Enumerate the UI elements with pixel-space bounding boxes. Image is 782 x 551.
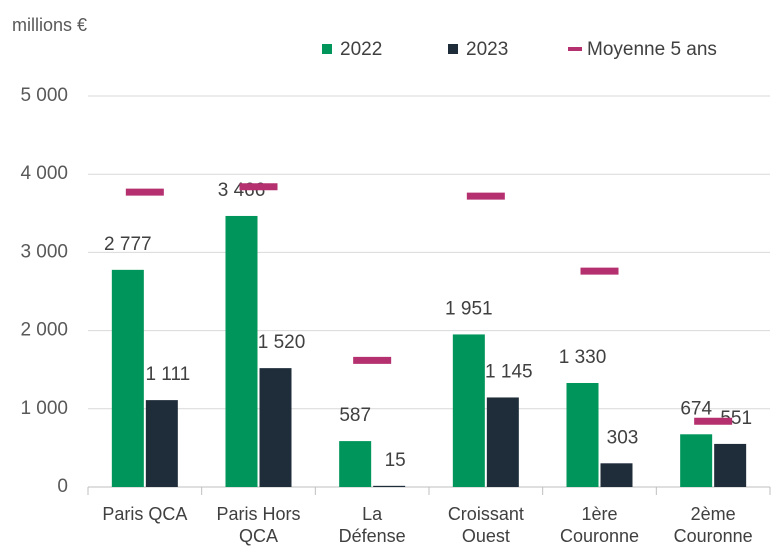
data-label: 1 111: [145, 364, 190, 385]
legend-label: 2023: [466, 39, 508, 60]
y-tick-label: 5 000: [20, 85, 68, 106]
x-tick-label: 1ère Couronne: [559, 504, 640, 546]
bar: [600, 463, 633, 487]
x-tick-label: Paris Hors QCA: [216, 504, 301, 546]
x-tick-label: Paris QCA: [102, 504, 188, 524]
legend-swatch: [322, 44, 332, 54]
y-tick-label: 2 000: [20, 320, 68, 341]
bar: [486, 397, 519, 487]
x-tick-label: 2ème Couronne: [673, 504, 753, 546]
data-label: 1 520: [258, 332, 306, 353]
bar: [259, 368, 292, 487]
y-tick-label: 4 000: [20, 163, 68, 184]
bar: [145, 400, 178, 487]
bar: [566, 382, 599, 487]
bar: [452, 334, 485, 487]
data-label: 15: [385, 450, 406, 471]
y-axis-unit: millions €: [12, 15, 87, 35]
legend-label: 2022: [340, 39, 382, 60]
data-label: 674: [680, 398, 712, 419]
data-label: 1 951: [445, 298, 493, 319]
data-label: 587: [339, 405, 371, 426]
bar: [373, 485, 406, 487]
bar: [339, 441, 372, 487]
legend-swatch: [448, 44, 458, 54]
y-tick-label: 0: [57, 476, 68, 497]
data-label: 1 330: [559, 347, 607, 368]
bar: [680, 434, 713, 487]
data-label: 303: [607, 427, 639, 448]
x-tick-label: La Défense: [338, 504, 406, 546]
y-tick-label: 1 000: [20, 398, 68, 419]
data-label: 2 777: [104, 234, 152, 255]
legend-label: Moyenne 5 ans: [587, 39, 717, 60]
data-label: 3 466: [218, 180, 266, 201]
bar: [225, 215, 258, 487]
bar: [714, 443, 747, 487]
data-label: 1 145: [485, 361, 533, 382]
bar: [111, 269, 144, 487]
x-tick-label: Croissant Ouest: [447, 504, 524, 546]
y-tick-label: 3 000: [20, 241, 68, 262]
